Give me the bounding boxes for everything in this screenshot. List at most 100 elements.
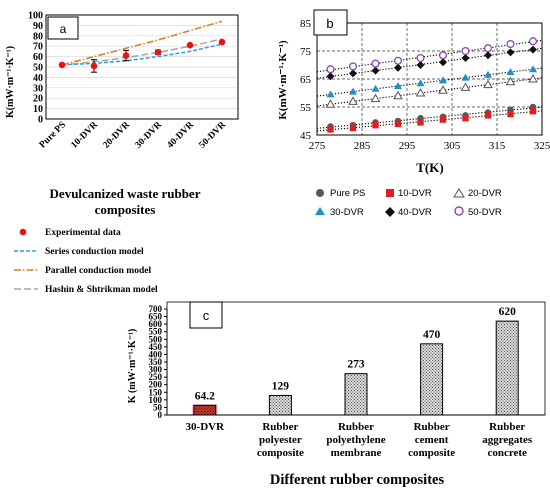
panel-b-point-30-dvr	[439, 76, 447, 84]
bar-value-label: 129	[272, 380, 290, 392]
panel-b-point-20-dvr	[325, 99, 336, 108]
panel-b-point-30-dvr	[529, 65, 537, 73]
panel-c-xtick-label: Rubber	[338, 421, 374, 433]
panel-a-experimental-point	[186, 41, 194, 49]
panel-b-point-40-dvr	[506, 48, 515, 57]
panel-b-point-30-dvr	[416, 79, 425, 87]
panel-b-point-20-dvr	[348, 96, 358, 105]
panel-b-point-10-dvr	[439, 116, 447, 123]
legend-pureps-marker	[316, 189, 324, 197]
panel-b-legend: Pure PS 10-DVR 20-DVR 30-DVR 40-DVR 50-D…	[315, 188, 502, 218]
panel-b-point-20-dvr	[505, 76, 516, 86]
panel-c-xlabel: Different rubber composites	[270, 472, 445, 488]
panel-b-point-20-dvr	[528, 73, 538, 83]
legend-dvr30-marker	[315, 207, 325, 215]
panel-c-ytick-label: 0	[158, 410, 163, 420]
legend-dvr50-marker	[454, 206, 464, 216]
panel-c-frame	[166, 301, 546, 416]
panel-a-legend: Experimental data Series conduction mode…	[14, 228, 158, 295]
legend-series-label: Series conduction model	[45, 247, 144, 257]
panel-b-point-30-dvr	[349, 87, 357, 95]
panel-a-line-hashin-shtrikman-model	[61, 38, 223, 66]
panel-c-ytick-label: 550	[149, 327, 163, 337]
panel-b-ytick-label: 85	[300, 18, 312, 30]
panel-b-point-30-dvr	[484, 70, 492, 78]
legend-experimental-label: Experimental data	[45, 228, 121, 238]
bar-value-label: 64.2	[195, 390, 215, 402]
legend-hashin-label: Hashin & Shtrikman model	[45, 285, 158, 295]
panel-a-line-parallel-conduction-model	[61, 20, 223, 66]
panel-c-xtick-label: membrane	[331, 447, 382, 459]
panel-c-xtick-label: concrete	[487, 447, 527, 459]
panel-b-point-10-dvr	[349, 124, 357, 132]
panel-b-point-20-dvr	[483, 79, 493, 89]
legend-dvr20-marker	[453, 188, 465, 198]
panel-c-ytick-label: 600	[149, 319, 163, 329]
panel-c: K (mW·m⁻¹·K⁻¹) 0501001502002503003504004…	[127, 301, 546, 488]
panel-b-xtick-label: 295	[399, 140, 416, 152]
panel-c-xtick-label: Rubber	[414, 421, 450, 433]
panel-b-point-30-dvr	[394, 82, 402, 89]
panel-a-xtick-label: 30-DVR	[134, 120, 165, 151]
legend-dvr40-label: 40-DVR	[398, 207, 432, 218]
panel-c-tag-box	[189, 301, 223, 329]
panel-c-xtick-label: polyethylene	[326, 434, 385, 446]
panel-a-ytick-label: 60	[33, 52, 43, 63]
panel-a-tag: a	[60, 22, 67, 36]
panel-b-xtick-label: 285	[354, 140, 371, 152]
panel-c-xtick-label: Rubber	[262, 421, 298, 433]
panel-b-point-50-dvr	[348, 62, 358, 71]
panel-b-point-20-dvr	[460, 82, 471, 91]
panel-b-point-40-dvr	[394, 63, 402, 72]
panel-b-point-40-dvr	[439, 58, 447, 67]
panel-c-ytick-label: 100	[149, 395, 163, 405]
legend-dvr30-label: 30-DVR	[330, 207, 364, 218]
panel-b-xtick-label: 325	[534, 140, 550, 152]
panel-b-ytick-label: 65	[300, 74, 312, 86]
panel-a-xlabel-line2: composites	[95, 202, 156, 217]
panel-c-ytick-label: 650	[149, 312, 163, 322]
bar-value-label: 620	[499, 306, 517, 318]
panel-a-ytick-label: 90	[33, 21, 43, 32]
panel-b-point-10-dvr	[462, 115, 469, 122]
panel-c-tag: c	[203, 308, 210, 323]
panel-b-trendline	[316, 39, 543, 73]
panel-b-point-50-dvr	[483, 44, 493, 53]
panel-b-point-10-dvr	[372, 122, 379, 129]
panel-a-ytick-label: 70	[33, 42, 43, 53]
panel-a-ytick-label: 0	[38, 115, 43, 126]
panel-a-ytick-label: 100	[28, 11, 43, 22]
panel-b-point-10-dvr	[417, 119, 424, 126]
panel-b-xtick-label: 305	[444, 140, 461, 152]
panel-b-point-10-dvr	[327, 126, 334, 133]
panel-b-point-20-dvr	[438, 85, 448, 94]
panel-b-point-20-dvr	[370, 93, 381, 103]
legend-pureps-label: Pure PS	[330, 188, 365, 199]
panel-a-experimental-point	[218, 38, 226, 46]
panel-c-ytick-label: 500	[149, 334, 163, 344]
panel-b-tag-box	[313, 9, 348, 36]
panel-c-xtick-label: cement	[415, 434, 449, 446]
panel-c-xtick-label: aggregates	[482, 434, 533, 446]
panel-a-experimental-point	[58, 61, 66, 69]
panel-c-ytick-label: 450	[149, 342, 163, 352]
panel-b-tag: b	[326, 16, 333, 31]
bar-1	[193, 404, 217, 416]
panel-b-ytick-label: 75	[300, 46, 312, 58]
legend-dvr50-label: 50-DVR	[468, 207, 502, 218]
panel-b-point-10-dvr	[529, 108, 537, 115]
panel-b-point-30-dvr	[371, 84, 380, 92]
bar-5	[495, 320, 519, 416]
panel-c-ytick-label: 50	[153, 402, 163, 412]
panel-b-point-40-dvr	[349, 69, 357, 78]
panel-a-xtick-label: 50-DVR	[198, 120, 229, 151]
bar-2	[268, 394, 292, 416]
panel-b-point-50-dvr	[371, 59, 380, 68]
panel-c-xtick-label: composite	[408, 447, 455, 459]
panel-c-ytick-label: 150	[149, 387, 163, 397]
panel-b-ylabel: K(mW·m⁻¹·K⁻¹)	[277, 40, 289, 120]
panel-b-point-30-dvr	[506, 68, 515, 75]
panel-a-ytick-label: 50	[33, 63, 43, 74]
panel-b-point-50-dvr	[393, 56, 403, 65]
